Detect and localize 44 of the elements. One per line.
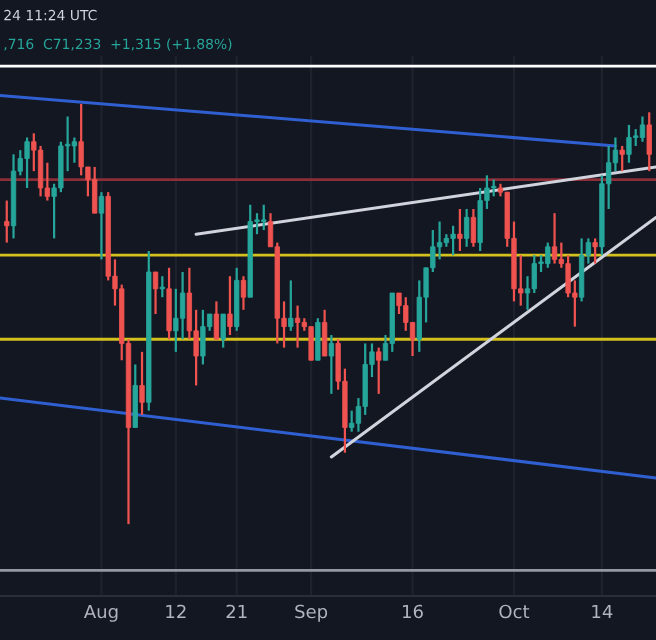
x-tick-label: Aug (83, 604, 118, 622)
candlestick (639, 115, 646, 143)
candlestick (450, 224, 456, 257)
candlestick (24, 136, 30, 190)
x-tick-label: 21 (226, 604, 247, 619)
candlestick (470, 207, 477, 248)
candlestick (234, 266, 240, 332)
candlestick (98, 191, 105, 261)
candlestick (592, 237, 598, 265)
x-tick-label: Oct (499, 604, 530, 619)
candlestick (545, 241, 551, 269)
candlestick (463, 207, 470, 248)
x-tick-label: Sep (295, 604, 328, 622)
x-tick-label: 14 (592, 604, 613, 619)
candlestick (78, 102, 84, 177)
candlestick (4, 199, 10, 244)
candlestick (200, 308, 206, 366)
candlestick (619, 144, 625, 173)
candlestick (152, 270, 159, 316)
candlestick (294, 304, 301, 349)
candlestick (315, 317, 321, 362)
candlestick (321, 308, 328, 358)
candlestick (92, 165, 98, 215)
x-tick-label: 16 (403, 604, 423, 619)
candlestick (308, 325, 314, 362)
candlestick (626, 123, 632, 164)
candlestick (261, 203, 267, 232)
candlestick (132, 363, 138, 429)
candlestick (213, 300, 220, 341)
candlestick (139, 350, 145, 416)
candlestick (328, 333, 335, 395)
candlestick (240, 275, 247, 311)
candlestick (227, 275, 233, 337)
candlestick (403, 296, 409, 332)
candlestick (376, 346, 382, 395)
candlestick (166, 266, 172, 341)
candlestick (578, 237, 585, 303)
candlestick (159, 275, 165, 299)
candlestick (551, 212, 558, 265)
candlestick (220, 312, 226, 349)
x-tick-label: 12 (166, 604, 186, 619)
candlestick (288, 279, 294, 332)
candlestick (646, 111, 652, 173)
candlestick (457, 207, 463, 253)
